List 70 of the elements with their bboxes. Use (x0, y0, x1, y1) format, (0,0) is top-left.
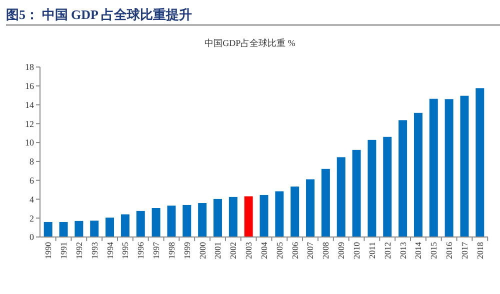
x-tick-label: 1997 (151, 242, 162, 259)
bar (321, 168, 330, 237)
x-tick-label: 2000 (197, 242, 208, 259)
y-tick-label: 14 (25, 100, 34, 110)
x-tick-label: 1998 (166, 242, 176, 259)
x-tick-label: 2014 (413, 241, 424, 259)
bar (244, 196, 253, 237)
y-tick-label: 2 (30, 213, 34, 224)
bar (383, 136, 392, 237)
x-tick-label: 2005 (274, 242, 284, 259)
x-tick-label: 2012 (382, 242, 392, 259)
bar (352, 150, 361, 237)
bar (182, 204, 192, 237)
x-tick-label: 2015 (428, 242, 439, 259)
x-tick-label: 2006 (290, 242, 300, 259)
chart-subtitle: 中国GDP占全球比重 % (204, 38, 296, 48)
x-tick-label: 2009 (336, 242, 346, 259)
bar (444, 99, 454, 237)
bar (106, 218, 114, 237)
y-tick-label: 0 (30, 232, 34, 242)
x-tick-label: 2008 (320, 242, 331, 259)
bar (213, 198, 222, 237)
x-tick-label: 2007 (305, 242, 316, 259)
bar (44, 222, 52, 237)
bar (336, 157, 346, 237)
y-tick-label: 10 (25, 138, 34, 148)
x-tick-label: 1993 (89, 242, 100, 259)
bar (368, 140, 376, 237)
bar (398, 120, 408, 237)
bar (198, 203, 207, 237)
bar (59, 222, 68, 237)
x-tick-label: 1995 (120, 242, 130, 259)
x-tick-label: 1996 (136, 242, 146, 259)
x-tick-label: 1994 (104, 241, 115, 259)
bar (136, 210, 145, 237)
x-tick-label: 2018 (474, 242, 485, 259)
y-tick-label: 18 (25, 62, 34, 72)
x-tick-label: 2011 (366, 242, 377, 259)
bar (290, 186, 300, 237)
y-tick-label: 4 (30, 194, 34, 204)
bar (74, 220, 84, 237)
x-tick-label: 1991 (58, 242, 68, 259)
x-tick-label: 2001 (212, 242, 223, 259)
bar (275, 191, 284, 237)
bar (228, 196, 238, 237)
x-tick-label: 2017 (459, 242, 470, 259)
chart-title: 图5： 中国 GDP 占全球比重提升 (6, 7, 192, 22)
bar (414, 112, 422, 237)
x-tick-label: 2013 (398, 242, 408, 259)
x-tick-label: 2016 (444, 242, 454, 259)
bar (306, 179, 315, 237)
bar (90, 220, 99, 237)
bar (460, 96, 469, 237)
x-tick-label: 1999 (182, 242, 192, 259)
bar (167, 206, 176, 237)
bar (152, 208, 160, 237)
x-tick-label: 1992 (74, 242, 84, 259)
y-tick-label: 6 (30, 175, 34, 186)
x-tick-label: 2002 (228, 242, 238, 259)
x-tick-label: 2010 (352, 242, 362, 259)
x-tick-label: 2003 (244, 242, 254, 259)
y-tick-label: 16 (25, 81, 34, 92)
bar (476, 88, 484, 237)
x-tick-label: 2004 (258, 241, 269, 259)
y-tick-label: 12 (25, 118, 34, 129)
y-tick-label: 8 (30, 156, 34, 167)
bar (429, 98, 438, 237)
bar (120, 214, 130, 237)
bar (260, 194, 268, 237)
x-tick-label: 1990 (43, 242, 54, 259)
